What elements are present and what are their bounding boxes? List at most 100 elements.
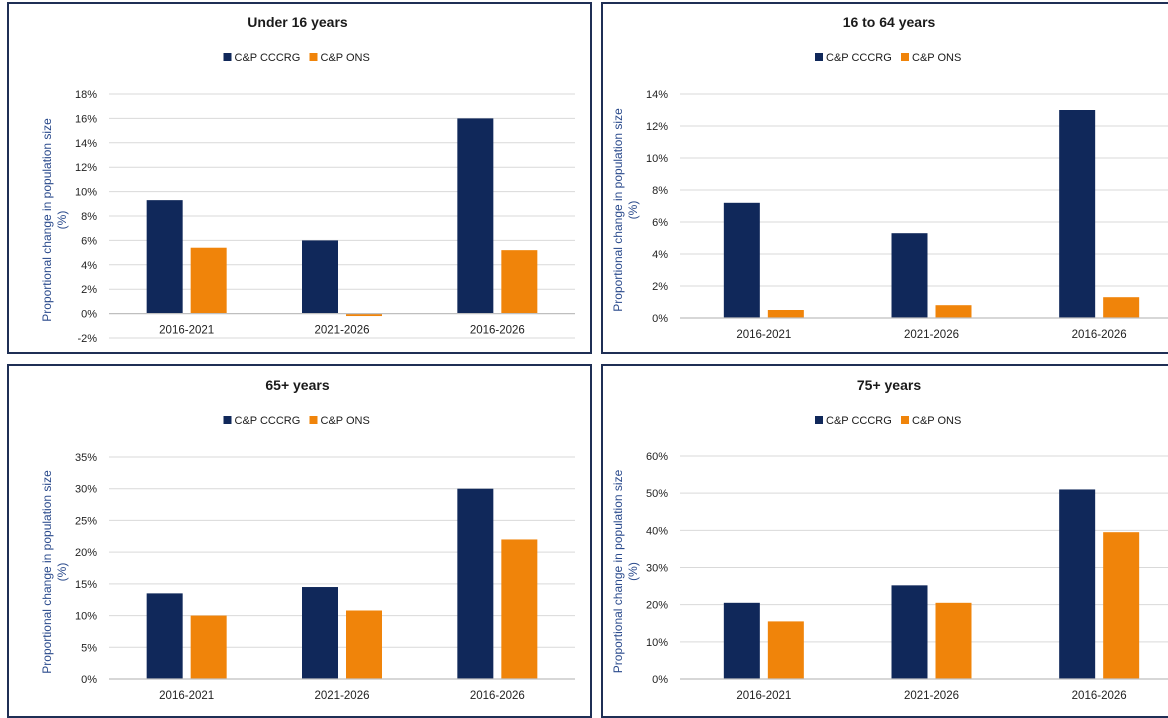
y-tick-label: 12% <box>75 162 97 174</box>
y-axis-label-line: Proportional change in population size <box>611 469 625 673</box>
bar-cccrg-2016-2021 <box>146 593 183 679</box>
bar-cccrg-2016-2021 <box>146 200 183 314</box>
legend-label: C&P ONS <box>912 52 961 64</box>
legend-swatch-ons <box>309 416 318 424</box>
y-axis-label: Proportional change in population size (%… <box>611 108 640 312</box>
y-tick-label: 20% <box>646 600 668 612</box>
y-tick-label: 2% <box>652 281 668 293</box>
y-tick-label: 0% <box>81 674 97 686</box>
y-tick-label: 15% <box>75 579 97 591</box>
x-category-label: 2016-2026 <box>470 690 525 702</box>
chart-panel-75-plus: 75+ years C&P CCCRG C&P ONS 0% 10% 20% 30% 40% 5… <box>601 364 1168 718</box>
bar-cccrg-2021-2026 <box>891 585 928 679</box>
bar-ons-2016-2021 <box>190 615 227 679</box>
bar-ons-2016-2026 <box>501 250 538 314</box>
x-category-label: 2021-2026 <box>904 329 959 341</box>
bar-ons-2021-2026 <box>935 305 972 318</box>
legend-swatch-cccrg <box>223 416 232 424</box>
bar-cccrg-2021-2026 <box>302 587 338 679</box>
legend-label: C&P ONS <box>321 52 370 64</box>
bar-ons-2016-2026 <box>501 539 538 679</box>
x-category-label: 2016-2026 <box>470 325 525 337</box>
y-tick-label: 30% <box>646 563 668 575</box>
chart-panel-16-to-64: 16 to 64 years C&P CCCRG C&P ONS 0% 2% 4% 6% 8%… <box>601 2 1168 354</box>
y-axis-label-line: (%) <box>55 563 69 582</box>
y-tick-label: 60% <box>646 451 668 463</box>
bar-ons-2021-2026 <box>935 602 972 679</box>
y-tick-label: 2% <box>81 284 97 296</box>
bar-cccrg-2016-2021 <box>723 202 760 318</box>
x-category-label: 2016-2021 <box>736 329 791 341</box>
y-axis-label: Proportional change in population size (%… <box>40 470 69 674</box>
chart-panel-under-16: Under 16 years C&P CCCRG C&P ONS -2% 0% 2% 4% 6… <box>7 2 592 354</box>
y-axis-label: Proportional change in population size (%… <box>40 118 69 322</box>
legend-swatch-cccrg <box>815 416 823 424</box>
legend-swatch-cccrg <box>815 53 823 61</box>
chart-title: 16 to 64 years <box>843 14 936 30</box>
legend-label: C&P ONS <box>912 415 961 427</box>
y-tick-label: 5% <box>81 642 97 654</box>
y-tick-label: 14% <box>75 138 97 150</box>
chart-16-to-64: 16 to 64 years C&P CCCRG C&P ONS 0% 2% 4% 6% 8%… <box>611 14 1168 341</box>
legend-label: C&P CCCRG <box>235 415 301 427</box>
y-tick-label: 6% <box>652 217 668 229</box>
y-tick-label: 20% <box>75 547 97 559</box>
bar-ons-2016-2021 <box>767 310 804 318</box>
x-category-label: 2021-2026 <box>315 325 370 337</box>
legend-swatch-ons <box>901 416 909 424</box>
y-tick-label: 0% <box>81 309 97 321</box>
y-axis-label-line: Proportional change in population size <box>40 118 54 322</box>
legend: C&P CCCRG C&P ONS <box>223 52 370 64</box>
y-tick-label: 16% <box>75 113 97 125</box>
y-axis-label: Proportional change in population size (%… <box>611 469 640 673</box>
y-tick-label: 10% <box>646 637 668 649</box>
x-category-label: 2016-2021 <box>159 325 214 337</box>
bar-cccrg-2016-2026 <box>1059 110 1096 318</box>
y-axis-label-line: (%) <box>626 562 640 581</box>
legend-label: C&P ONS <box>321 415 370 427</box>
y-tick-label: 30% <box>75 484 97 496</box>
bar-cccrg-2016-2026 <box>457 488 494 679</box>
legend: C&P CCCRG C&P ONS <box>223 415 370 427</box>
y-tick-label: 0% <box>652 313 668 325</box>
bar-ons-2016-2021 <box>190 247 227 314</box>
y-tick-label: 0% <box>652 674 668 686</box>
bar-cccrg-2016-2021 <box>723 602 760 679</box>
y-tick-label: 35% <box>75 452 97 464</box>
legend-swatch-ons <box>901 53 909 61</box>
y-axis-label-line: Proportional change in population size <box>40 470 54 674</box>
x-category-label: 2021-2026 <box>904 690 959 702</box>
bar-ons-2021-2026 <box>346 610 382 679</box>
bar-cccrg-2021-2026 <box>891 233 928 318</box>
y-tick-label: 6% <box>81 235 97 247</box>
chart-under-16: Under 16 years C&P CCCRG C&P ONS -2% 0% 2% 4% 6… <box>40 14 575 345</box>
x-category-label: 2016-2021 <box>159 690 214 702</box>
x-category-label: 2016-2026 <box>1072 690 1127 702</box>
y-tick-label: 4% <box>81 260 97 272</box>
chart-75-plus: 75+ years C&P CCCRG C&P ONS 0% 10% 20% 30% 40% 5… <box>611 377 1168 702</box>
chart-title: 65+ years <box>265 377 329 393</box>
y-tick-label: 8% <box>81 211 97 223</box>
legend-label: C&P CCCRG <box>826 415 892 427</box>
x-category-label: 2021-2026 <box>315 690 370 702</box>
legend-label: C&P CCCRG <box>826 52 892 64</box>
legend: C&P CCCRG C&P ONS <box>815 52 961 64</box>
y-axis-label-line: (%) <box>626 201 640 220</box>
y-tick-label: 50% <box>646 488 668 500</box>
chart-title: 75+ years <box>857 377 921 393</box>
y-tick-label: 18% <box>75 89 97 101</box>
y-tick-label: 14% <box>646 89 668 101</box>
bar-ons-2016-2026 <box>1103 297 1140 318</box>
y-tick-label: 10% <box>75 187 97 199</box>
y-tick-label: 12% <box>646 121 668 133</box>
y-tick-label: 4% <box>652 249 668 261</box>
legend-swatch-ons <box>309 53 318 61</box>
bar-ons-2021-2026 <box>346 313 382 317</box>
chart-title: Under 16 years <box>247 14 348 30</box>
bar-cccrg-2021-2026 <box>302 240 338 314</box>
legend-label: C&P CCCRG <box>235 52 301 64</box>
legend-swatch-cccrg <box>223 53 232 61</box>
y-tick-label: -2% <box>77 333 97 345</box>
y-tick-label: 10% <box>646 153 668 165</box>
bar-cccrg-2016-2026 <box>457 118 494 314</box>
